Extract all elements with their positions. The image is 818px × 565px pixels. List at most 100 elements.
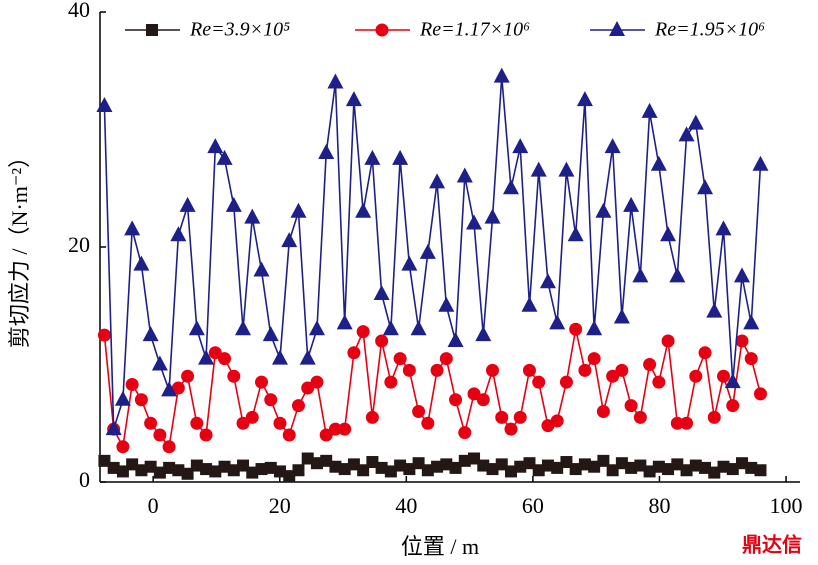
marker-triangle [419, 243, 436, 259]
legend-text: Re=3.9×10⁵ [189, 19, 290, 41]
marker-triangle [105, 420, 122, 436]
marker-square [237, 459, 250, 472]
marker-circle [670, 416, 684, 430]
marker-square [671, 458, 684, 471]
marker-square [116, 465, 129, 478]
marker-triangle [697, 179, 714, 195]
marker-square [597, 454, 610, 467]
marker-triangle [198, 349, 215, 365]
marker-square [551, 461, 564, 474]
marker-square [107, 461, 120, 474]
marker-circle [218, 352, 232, 366]
series-line [103, 76, 762, 430]
marker-triangle [493, 67, 510, 83]
marker-circle [264, 393, 278, 407]
marker-circle [393, 352, 407, 366]
marker-circle [356, 325, 370, 339]
marker-square [486, 463, 499, 476]
marker-triangle [558, 161, 575, 177]
marker-square [652, 460, 665, 473]
legend-text: Re=1.95×10⁶ [654, 19, 765, 41]
marker-circle [181, 369, 195, 383]
marker-circle [421, 416, 435, 430]
marker-circle [569, 322, 583, 336]
marker-square [477, 459, 490, 472]
marker-triangle [438, 296, 455, 312]
marker-square [135, 464, 148, 477]
marker-square [292, 464, 305, 477]
marker-triangle [484, 208, 501, 224]
marker-square [384, 465, 397, 478]
marker-square [172, 464, 185, 477]
marker-square [532, 464, 545, 477]
marker-square [283, 470, 296, 483]
marker-square [634, 459, 647, 472]
marker-circle [208, 346, 222, 360]
marker-triangle [207, 138, 224, 154]
marker-square [273, 465, 286, 478]
marker-square [569, 463, 582, 476]
marker-square [310, 457, 323, 470]
marker-circle [291, 399, 305, 413]
marker-circle [615, 363, 629, 377]
marker-circle [596, 405, 610, 418]
marker-triangle [188, 320, 205, 336]
marker-square [227, 464, 240, 477]
marker-circle [753, 387, 767, 401]
marker-circle [338, 422, 352, 436]
marker-triangle [733, 267, 750, 283]
y-tick-label: 0 [79, 467, 90, 492]
marker-triangle [530, 161, 547, 177]
marker-square [431, 460, 444, 473]
marker-triangle [549, 314, 566, 330]
marker-square [440, 458, 453, 471]
marker-circle [273, 416, 287, 430]
x-tick-label: 20 [269, 493, 291, 518]
marker-circle [661, 334, 675, 348]
marker-circle [301, 381, 315, 395]
marker-circle [532, 375, 546, 389]
marker-circle [449, 393, 463, 407]
marker-circle [190, 416, 204, 430]
marker-square [357, 464, 370, 477]
marker-square [523, 457, 536, 470]
marker-circle [606, 369, 620, 383]
marker-circle [680, 416, 694, 430]
marker-triangle [512, 138, 529, 154]
marker-triangle [96, 97, 113, 112]
marker-circle [384, 375, 398, 389]
marker-square [163, 461, 176, 474]
marker-square [181, 467, 194, 480]
legend-marker [375, 23, 389, 37]
marker-triangle [502, 179, 519, 195]
marker-square [708, 466, 721, 479]
marker-square [375, 461, 388, 474]
y-axis-label: 剪切应力 /（N·m⁻²） [7, 146, 32, 348]
marker-square [662, 463, 675, 476]
y-tick-label: 40 [68, 0, 90, 22]
marker-square [625, 461, 638, 474]
marker-circle [476, 393, 490, 407]
marker-triangle [345, 91, 362, 107]
marker-circle [153, 428, 167, 442]
marker-triangle [281, 232, 298, 248]
marker-circle [245, 410, 259, 424]
marker-triangle [262, 326, 279, 342]
x-tick-label: 60 [522, 493, 544, 518]
marker-triangle [355, 202, 372, 218]
marker-triangle [660, 226, 677, 242]
marker-square [504, 465, 517, 478]
x-tick-label: 80 [648, 493, 670, 518]
marker-square [495, 458, 508, 471]
marker-square [735, 457, 748, 470]
marker-square [126, 458, 139, 471]
marker-square [578, 458, 591, 471]
marker-circle [735, 334, 749, 348]
legend-text: Re=1.17×10⁶ [419, 19, 530, 41]
marker-square [153, 466, 166, 479]
marker-circle [402, 363, 416, 377]
marker-circle [116, 440, 130, 454]
x-axis-label: 位置 / m [401, 534, 479, 559]
marker-square [541, 459, 554, 472]
